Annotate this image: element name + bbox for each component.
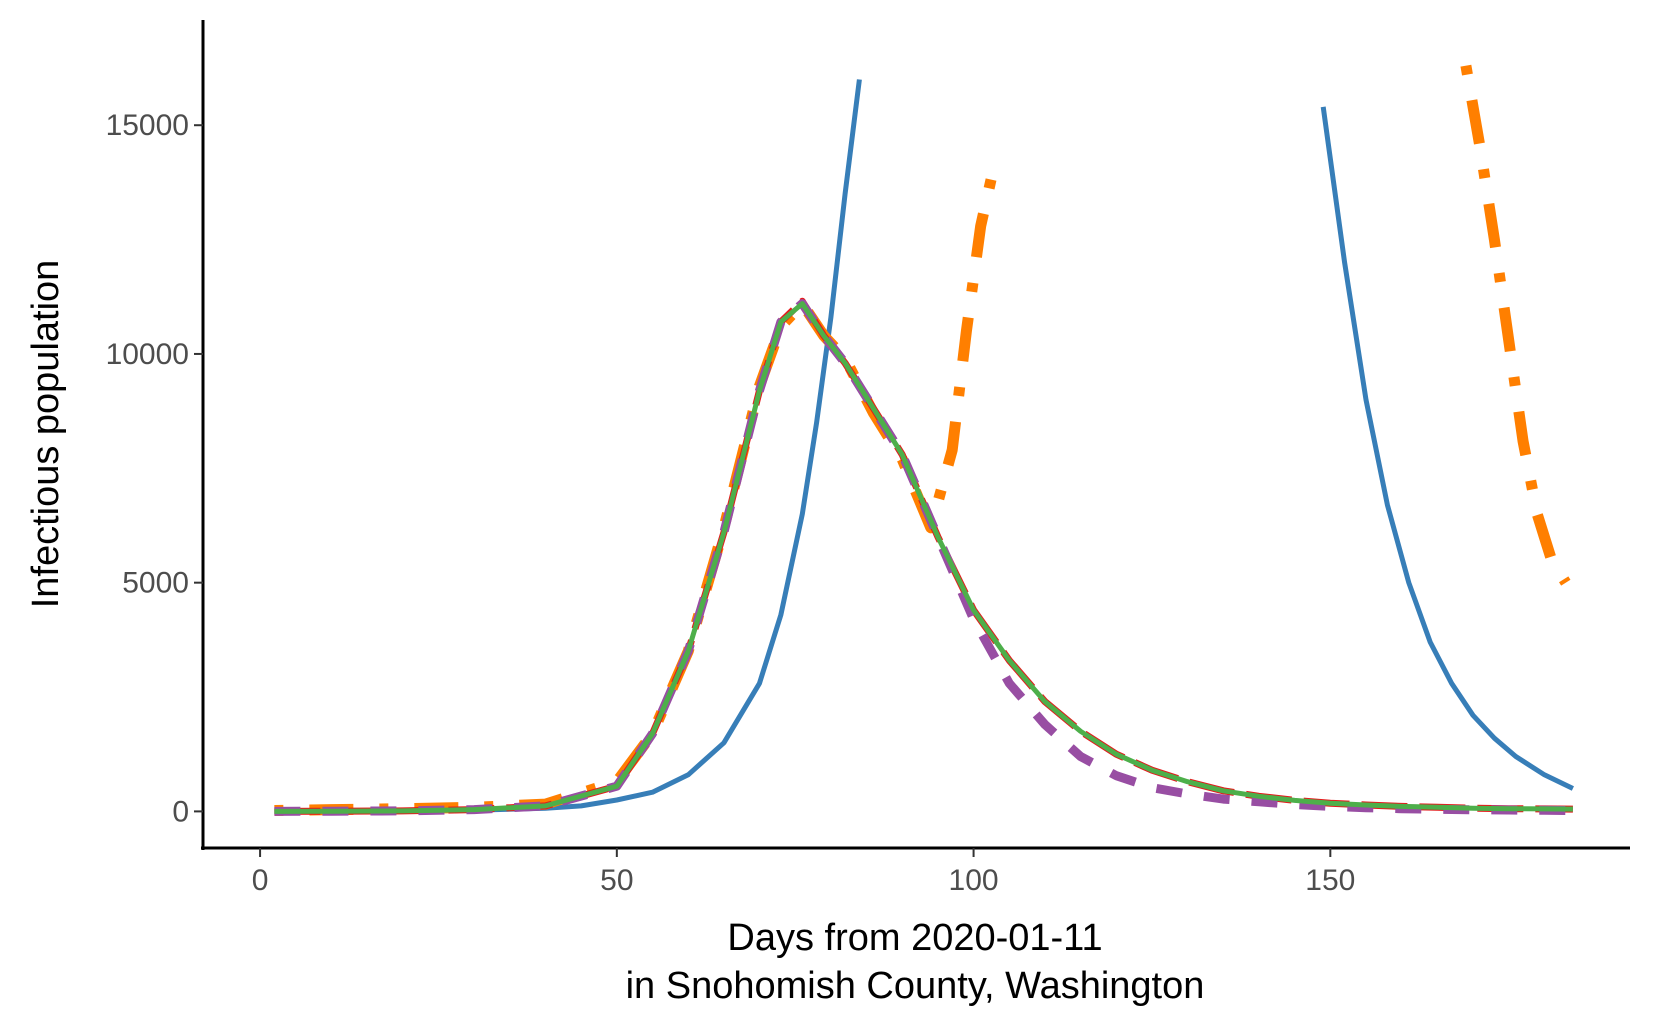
y-tick-label: 5000 [122, 567, 189, 600]
x-tick-label: 100 [949, 864, 999, 897]
y-axis-ticks: 0 5000 10000 15000 [106, 109, 203, 828]
series-layer [274, 64, 1574, 816]
y-tick-label: 15000 [106, 109, 189, 142]
series-3-line [274, 297, 1573, 815]
x-axis-ticks: 0 50 100 150 [252, 848, 1355, 897]
y-tick-label: 0 [172, 795, 189, 828]
series-2-line-segment-1 [274, 160, 1001, 816]
x-tick-label: 0 [252, 864, 269, 897]
x-tick-label: 150 [1305, 864, 1355, 897]
x-tick-label: 50 [600, 864, 633, 897]
series-1-line-segment-2 [1320, 106, 1574, 791]
series-2-line-segment-2 [1460, 64, 1571, 586]
series-4-line [274, 299, 1573, 816]
x-axis-subtitle: in Snohomish County, Washington [626, 965, 1205, 1007]
y-tick-label: 10000 [106, 338, 189, 371]
series-1-line-segment-1 [274, 79, 862, 814]
y-axis-title: Infectious population [25, 260, 67, 609]
x-axis-title: Days from 2020-01-11 [727, 917, 1102, 959]
series-5-line [274, 301, 1573, 814]
